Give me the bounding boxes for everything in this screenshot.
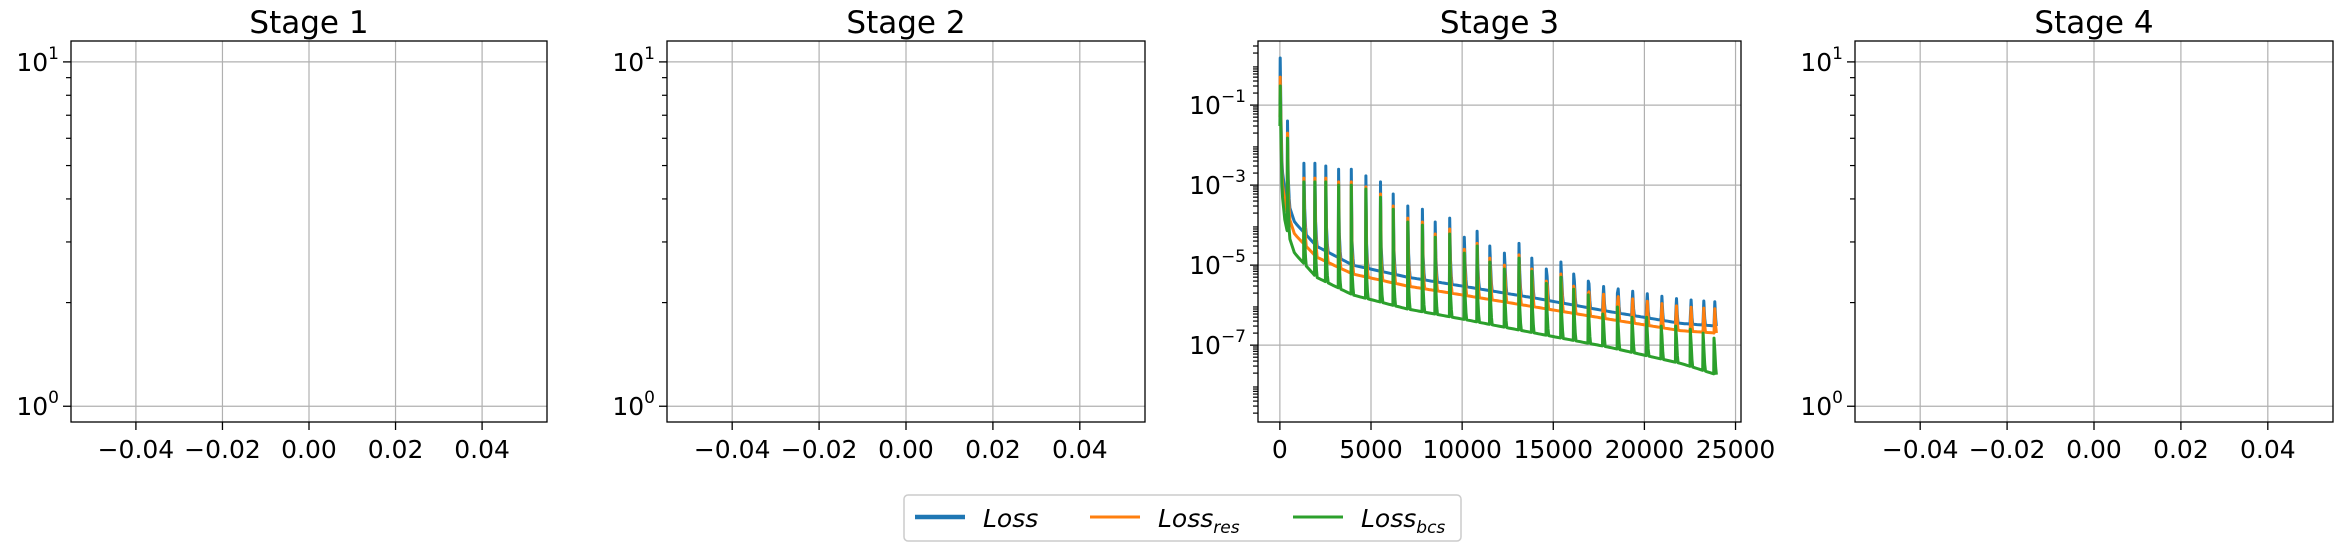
y-tick-label: 100 — [16, 388, 59, 421]
legend-label-loss_res: Lossres — [1158, 504, 1240, 538]
x-tick-label: 25000 — [1696, 435, 1776, 464]
x-tick-label: 0.00 — [878, 435, 934, 464]
y-tick-label: 101 — [16, 44, 59, 77]
x-tick-label: 0.00 — [2066, 435, 2122, 464]
x-tick-label: −0.04 — [98, 435, 175, 464]
legend-label-loss_bcs: Lossbcs — [1361, 504, 1445, 538]
x-tick-label: 15000 — [1514, 435, 1594, 464]
x-tick-label: 0.02 — [368, 435, 424, 464]
x-tick-label: −0.02 — [184, 435, 261, 464]
subplot-stage-4: Stage 4 −0.04 −0.02 0.00 0.02 0.04 100 101 — [1800, 5, 2334, 464]
subplot-title: Stage 3 — [1440, 5, 1559, 41]
x-tick-label: 0.04 — [2240, 435, 2296, 464]
y-tick-label: 100 — [612, 388, 655, 421]
x-tick-label: 5000 — [1339, 435, 1403, 464]
series-line-loss_res — [1278, 75, 1718, 335]
subplot-title: Stage 2 — [846, 5, 965, 41]
y-tick-label: 10−7 — [1189, 327, 1246, 360]
axes-frame — [1257, 40, 1742, 423]
y-tick-label: 100 — [1800, 388, 1843, 421]
subplot-stage-2: Stage 2 −0.04 −0.02 0.00 0.02 0.04 100 101 — [612, 5, 1146, 464]
y-tick-label: 10−1 — [1189, 87, 1246, 120]
x-tick-label: 10000 — [1422, 435, 1502, 464]
legend-frame — [903, 494, 1462, 542]
x-tick-label: −0.04 — [1882, 435, 1959, 464]
subplot-stage-1: Stage 1 −0.04 −0.02 0.00 0.02 0.04 100 101 — [16, 5, 548, 464]
y-tick-label: 101 — [612, 44, 655, 77]
x-tick-label: −0.02 — [781, 435, 858, 464]
plot-area — [1278, 56, 1718, 376]
subplot-title: Stage 4 — [2034, 5, 2153, 41]
series-line-loss_bcs — [1278, 84, 1718, 376]
x-tick-label: 0.00 — [281, 435, 337, 464]
x-tick-label: 0.02 — [965, 435, 1021, 464]
subplot-title: Stage 1 — [249, 5, 368, 41]
y-tick-label: 101 — [1800, 44, 1843, 77]
series-line-loss — [1278, 56, 1718, 328]
x-tick-label: −0.02 — [1969, 435, 2046, 464]
y-tick-label: 10−3 — [1189, 167, 1246, 200]
y-tick-label: 10−5 — [1189, 247, 1246, 280]
legend: Loss Lossres Lossbcs — [903, 494, 1462, 542]
x-tick-label: 0.04 — [454, 435, 510, 464]
x-tick-label: 0 — [1272, 435, 1288, 464]
legend-label-loss: Loss — [983, 504, 1038, 533]
x-tick-label: 0.02 — [2153, 435, 2209, 464]
subplot-stage-3: Stage 3 0 5000 10000 15000 20000 25000 10−7 10−5… — [1189, 5, 1775, 464]
x-tick-label: 20000 — [1605, 435, 1685, 464]
x-tick-label: −0.04 — [694, 435, 771, 464]
x-tick-label: 0.04 — [1052, 435, 1108, 464]
